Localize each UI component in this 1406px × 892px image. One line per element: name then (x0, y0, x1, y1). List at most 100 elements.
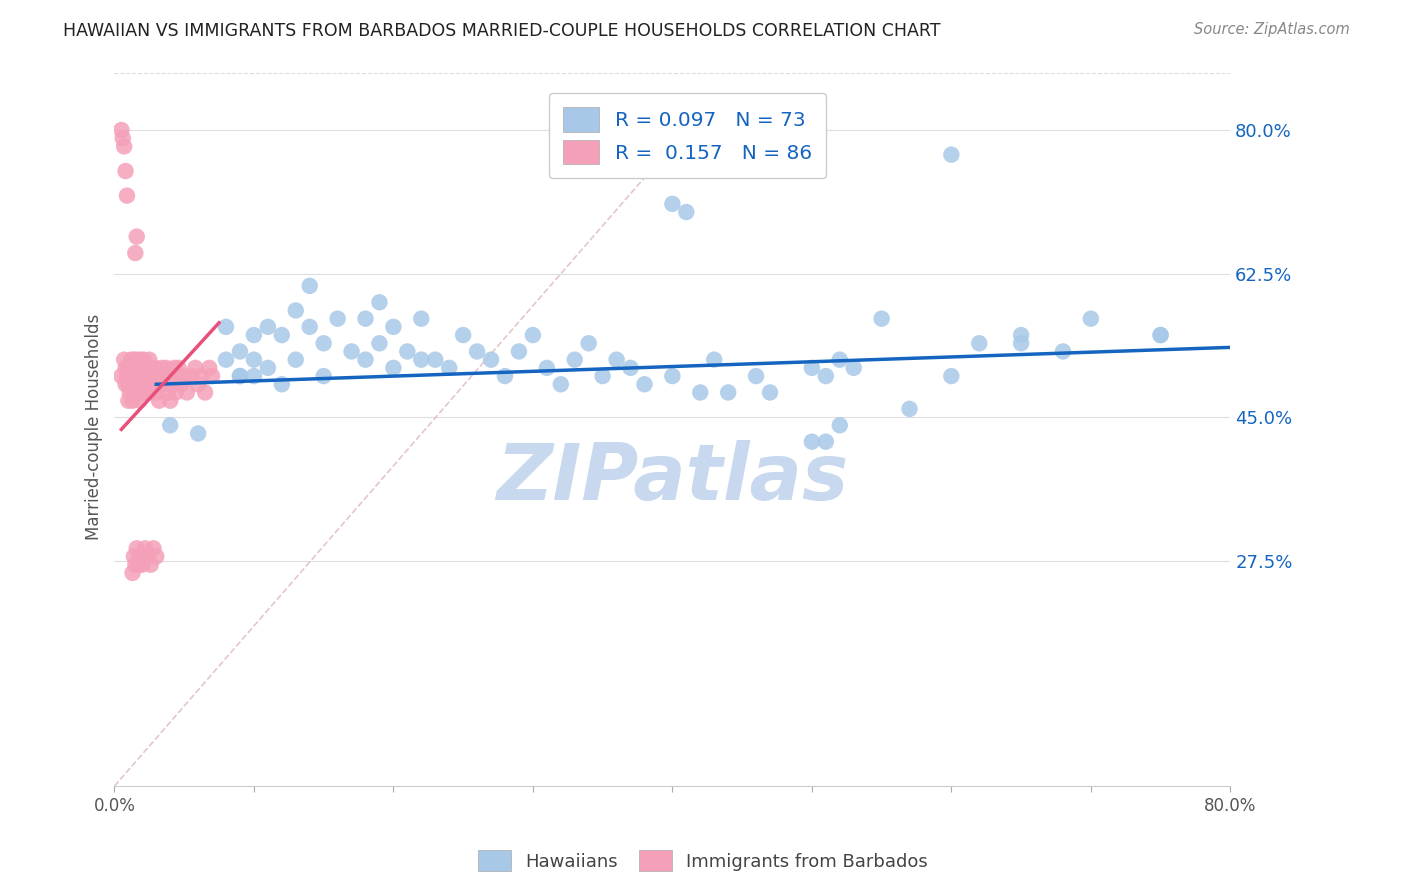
Point (550, 377, 572, 392)
Point (118, 369, 141, 384)
Point (465, 344, 488, 359)
Point (129, 352, 152, 367)
Point (148, 393, 170, 408)
Point (828, 352, 851, 367)
Point (745, 369, 768, 384)
Point (675, 205, 697, 219)
Point (354, 311, 377, 326)
Point (124, 246, 146, 260)
Point (1149, 328, 1171, 343)
Point (368, 295, 391, 310)
Point (759, 385, 782, 400)
Point (170, 377, 193, 392)
Point (138, 352, 160, 367)
Point (201, 369, 224, 384)
Point (111, 131, 134, 145)
Point (124, 558, 146, 572)
Point (536, 360, 558, 375)
Point (243, 352, 266, 367)
Point (312, 369, 335, 384)
Point (243, 369, 266, 384)
Point (129, 377, 152, 392)
Y-axis label: Married-couple Households: Married-couple Households (86, 314, 103, 541)
Point (522, 328, 544, 343)
Point (131, 360, 153, 375)
Point (717, 385, 740, 400)
Point (606, 352, 628, 367)
Point (284, 303, 307, 318)
Point (141, 377, 163, 392)
Point (257, 319, 280, 334)
Point (340, 344, 363, 359)
Point (110, 369, 132, 384)
Point (121, 566, 143, 580)
Point (125, 541, 148, 556)
Point (180, 369, 202, 384)
Point (800, 360, 823, 375)
Point (941, 369, 963, 384)
Point (156, 385, 179, 400)
Point (190, 369, 212, 384)
Point (215, 319, 238, 334)
Point (128, 393, 150, 408)
Point (494, 369, 516, 384)
Point (132, 377, 155, 392)
Point (128, 549, 150, 564)
Point (870, 311, 893, 326)
Point (508, 344, 530, 359)
Point (1149, 328, 1171, 343)
Point (479, 352, 502, 367)
Point (1010, 328, 1032, 343)
Point (121, 369, 143, 384)
Point (122, 549, 145, 564)
Point (898, 401, 921, 416)
Point (118, 385, 141, 400)
Point (194, 385, 217, 400)
Point (354, 352, 377, 367)
Point (814, 434, 837, 449)
Point (135, 360, 157, 375)
Point (142, 541, 165, 556)
Point (298, 278, 321, 293)
Point (135, 377, 157, 392)
Legend: Hawaiians, Immigrants from Barbados: Hawaiians, Immigrants from Barbados (471, 843, 935, 879)
Point (134, 385, 156, 400)
Point (165, 385, 187, 400)
Point (633, 377, 655, 392)
Point (842, 360, 865, 375)
Point (215, 352, 238, 367)
Point (122, 352, 145, 367)
Legend: R = 0.097   N = 73, R =  0.157   N = 86: R = 0.097 N = 73, R = 0.157 N = 86 (548, 93, 827, 178)
Point (115, 369, 138, 384)
Point (703, 352, 725, 367)
Point (243, 328, 266, 343)
Point (619, 360, 641, 375)
Point (284, 352, 307, 367)
Point (1010, 336, 1032, 351)
Point (451, 328, 474, 343)
Point (153, 369, 176, 384)
Point (187, 377, 209, 392)
Point (143, 360, 166, 375)
Point (814, 369, 837, 384)
Point (117, 377, 139, 392)
Point (270, 328, 292, 343)
Point (159, 418, 181, 433)
Point (173, 369, 195, 384)
Point (326, 311, 349, 326)
Point (159, 369, 181, 384)
Point (131, 385, 153, 400)
Point (411, 311, 433, 326)
Point (117, 360, 139, 375)
Point (176, 385, 198, 400)
Point (167, 360, 190, 375)
Point (125, 352, 148, 367)
Point (298, 319, 321, 334)
Point (124, 369, 146, 384)
Point (128, 369, 150, 384)
Point (132, 352, 155, 367)
Point (127, 360, 149, 375)
Point (159, 393, 181, 408)
Point (437, 360, 460, 375)
Point (312, 336, 335, 351)
